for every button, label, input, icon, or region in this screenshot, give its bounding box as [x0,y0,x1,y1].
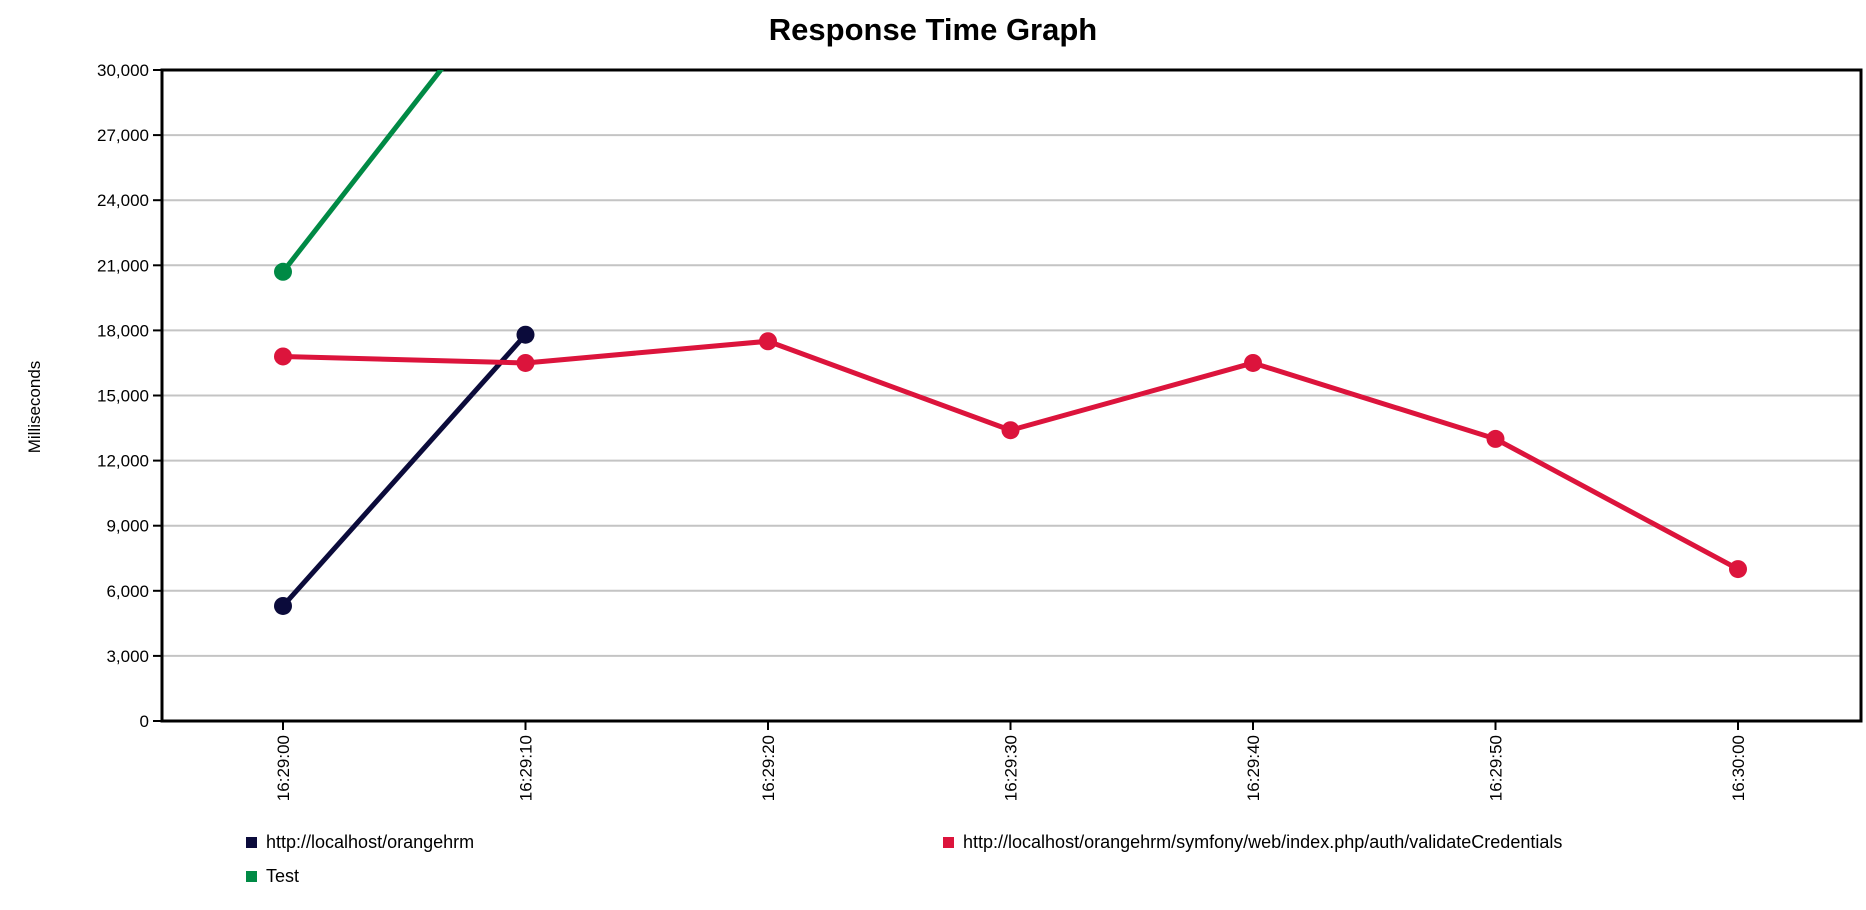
series-lines [274,70,1747,615]
x-tick-label: 16:30:00 [1729,735,1748,801]
x-tick-label: 16:29:10 [517,735,536,801]
legend-swatch-validate-credentials [943,837,954,848]
data-point [516,353,535,372]
chart-title: Response Time Graph [769,12,1097,47]
data-point [1486,429,1505,448]
data-point [1244,353,1262,372]
x-axis-ticks: 16:29:00 16:29:10 16:29:20 16:29:30 16:29:40… [274,721,1748,801]
y-tick-label: 9,000 [106,517,149,536]
y-tick-label: 6,000 [106,582,149,601]
y-tick-label: 30,000 [97,61,149,80]
y-tick-label: 12,000 [97,452,149,471]
y-axis-label: Milliseconds [25,361,44,454]
legend-swatch-orangehrm [246,837,257,848]
x-tick-label: 16:29:30 [1002,735,1021,801]
legend-item-orangehrm: http://localhost/orangehrm [246,832,474,853]
y-tick-label: 18,000 [97,321,149,340]
data-point [274,347,292,366]
legend-item-validate-credentials: http://localhost/orangehrm/symfony/web/i… [943,832,1562,853]
series-line-1 [282,338,1740,572]
y-tick-label: 3,000 [106,647,149,666]
legend-swatch-test [246,871,257,882]
legend-label-validate-credentials: http://localhost/orangehrm/symfony/web/i… [963,832,1563,852]
x-tick-label: 16:29:00 [274,735,293,801]
data-point [274,596,292,615]
y-axis-ticks: 0 3,000 6,000 9,000 12,000 15,000 18,000 21,000… [97,61,162,731]
x-tick-label: 16:29:50 [1487,735,1506,801]
data-point [516,325,535,344]
x-tick-label: 16:29:40 [1244,735,1263,801]
y-tick-label: 15,000 [97,387,149,406]
legend-label-test: Test [266,866,300,886]
legend-item-test: Test [246,866,299,887]
y-tick-label: 0 [140,712,149,731]
y-tick-label: 21,000 [97,256,149,275]
data-point [1001,421,1020,440]
series-line-2 [281,70,444,274]
grid-lines [162,134,1861,657]
data-point [759,332,777,351]
series-line-0 [281,333,528,608]
data-point [274,262,292,281]
data-point [1729,560,1747,579]
y-tick-label: 24,000 [97,191,149,210]
x-tick-label: 16:29:20 [759,735,778,801]
legend-label-orangehrm: http://localhost/orangehrm [266,832,475,852]
y-tick-label: 27,000 [97,126,149,145]
